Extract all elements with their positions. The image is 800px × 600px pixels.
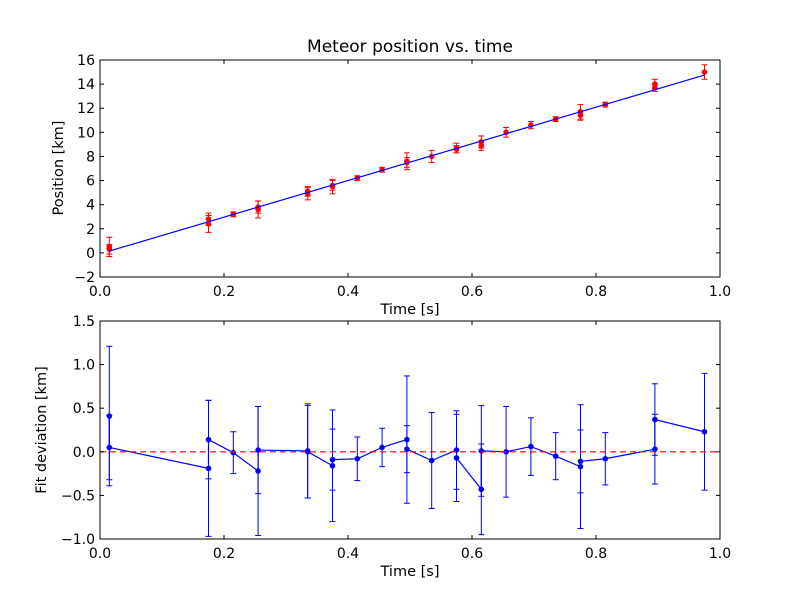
position-data-point	[701, 69, 708, 75]
deviation-data-point	[652, 416, 658, 423]
position-plot-xlabel: Time [s]	[380, 302, 440, 318]
position-axes-frame	[99, 59, 721, 278]
position-y-tick-label: 2	[86, 222, 95, 238]
deviation-data-point	[255, 468, 261, 474]
position-y-tick-label: 16	[77, 53, 95, 69]
position-data-point	[577, 112, 584, 119]
position-y-tick-label: 4	[86, 198, 95, 214]
position-plot-ylabel: Position [km]	[51, 121, 67, 216]
deviation-data-point	[577, 463, 584, 470]
deviation-data-point	[255, 447, 261, 453]
deviation-data-point	[528, 443, 534, 450]
deviation-x-tick-label: 0.6	[461, 546, 483, 562]
deviation-data-point	[404, 446, 410, 452]
deviation-data-point	[478, 486, 485, 493]
deviation-data-point	[453, 455, 460, 461]
deviation-data-point	[329, 462, 336, 469]
deviation-y-tick-label: −1.0	[61, 532, 95, 548]
deviation-x-tick-label: 1.0	[709, 546, 731, 562]
deviation-y-tick-label: 1.5	[73, 314, 95, 330]
deviation-y-tick-label: 0.5	[73, 401, 95, 417]
deviation-plot: Time [s] Fit deviation [km] 0.0 0.2 0.4 0.6…	[34, 314, 731, 580]
deviation-data-point	[428, 457, 435, 464]
position-plot-title: Meteor position vs. time	[307, 37, 513, 57]
deviation-data-point	[577, 458, 584, 465]
deviation-data-point	[230, 449, 237, 456]
deviation-data-point	[552, 453, 559, 459]
deviation-data-point	[478, 448, 485, 454]
deviation-y-tick-label: 1.0	[73, 358, 95, 374]
deviation-data-point	[106, 413, 113, 419]
position-y-tick-label: 6	[86, 174, 95, 190]
deviation-y-tick-label: 0.0	[73, 445, 95, 461]
deviation-data-point	[404, 436, 410, 443]
deviation-data-point	[379, 444, 385, 451]
deviation-data-point	[329, 456, 336, 463]
deviation-x-tick-label: 0.0	[89, 546, 111, 562]
position-x-tick-label: 0.6	[461, 284, 483, 300]
position-x-tick-label: 0.4	[337, 284, 359, 300]
deviation-x-tick-label: 0.2	[213, 546, 235, 562]
deviation-data-point	[602, 455, 609, 462]
deviation-x-tick-label: 0.4	[337, 546, 359, 562]
deviation-data-point	[354, 455, 361, 462]
position-plot: Meteor position vs. time Time [s] Positi…	[51, 37, 731, 318]
deviation-data-point	[205, 436, 212, 443]
deviation-x-tick-label: 0.8	[585, 546, 607, 562]
position-x-tick-label: 0.8	[585, 284, 607, 300]
deviation-axes-frame	[99, 320, 721, 540]
position-fit-line	[109, 74, 705, 252]
deviation-data-point	[106, 444, 113, 451]
deviation-data-point	[652, 446, 658, 452]
deviation-data-point	[205, 465, 212, 472]
deviation-y-tick-label: −0.5	[61, 488, 95, 504]
position-y-tick-label: −2	[74, 270, 95, 286]
position-x-tick-label: 1.0	[709, 284, 731, 300]
position-x-tick-label: 0.0	[89, 284, 111, 300]
deviation-plot-xlabel: Time [s]	[380, 564, 440, 580]
position-y-tick-label: 10	[77, 125, 95, 141]
deviation-plot-ylabel: Fit deviation [km]	[34, 366, 50, 493]
deviation-data-point	[304, 449, 311, 455]
position-y-tick-label: 8	[86, 149, 95, 165]
position-data-point	[478, 142, 485, 149]
position-x-tick-label: 0.2	[213, 284, 235, 300]
position-y-tick-label: 12	[77, 101, 95, 117]
deviation-data-point	[701, 428, 708, 435]
position-y-tick-label: 0	[86, 246, 95, 262]
position-y-tick-label: 14	[77, 77, 95, 93]
